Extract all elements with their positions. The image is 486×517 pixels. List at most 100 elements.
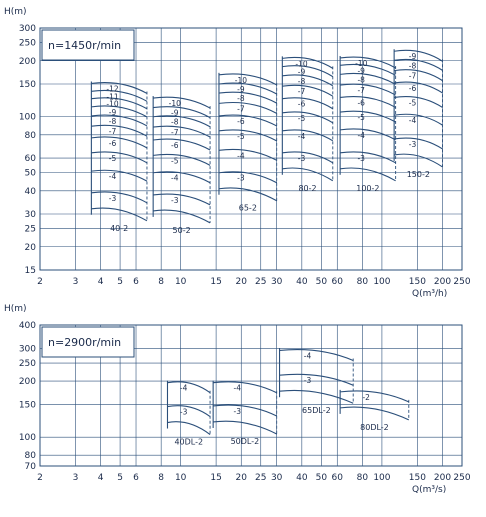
- x-axis-label: Q(m³/s): [412, 485, 446, 495]
- family-name-label: 80DL-2: [360, 423, 389, 432]
- pump-family: -2 80DL-2: [339, 389, 410, 432]
- stage-curve: [218, 73, 277, 86]
- stage-label: -11: [106, 92, 118, 101]
- x-tick-label: 250: [453, 277, 470, 287]
- speed-label-box: [41, 29, 135, 61]
- stage-label: -8: [171, 118, 179, 127]
- stage-curve: [340, 83, 396, 96]
- y-tick-label: 60: [25, 154, 37, 164]
- pump-family: -3 -4 -5 -6 -7-8-9-10 50-2: [152, 96, 211, 235]
- stage-label: -4: [171, 174, 179, 183]
- stage-curve: [218, 114, 277, 127]
- stage-curve: [91, 136, 148, 149]
- speed-label: n=1450r/min: [48, 39, 121, 52]
- stage-curve: [153, 138, 211, 151]
- stage-curve: [91, 97, 148, 110]
- stage-label: -8: [109, 117, 117, 126]
- speed-label: n=2900r/min: [48, 336, 121, 349]
- stage-curve: [213, 381, 277, 394]
- stage-label: -3: [234, 407, 242, 416]
- stage-curve: [279, 349, 354, 361]
- x-tick-label: 150: [409, 277, 426, 287]
- stage-label: -6: [171, 141, 179, 150]
- stage-curve: [340, 390, 410, 403]
- pump-family: -3 -4 65DL-2: [279, 348, 354, 415]
- x-tick-label: 100: [373, 473, 390, 483]
- stage-curve: [153, 96, 211, 109]
- stage-label: -9: [298, 68, 306, 77]
- x-axis-label: Q(m³/h): [412, 289, 447, 299]
- x-tick-label: 3: [73, 473, 79, 483]
- stage-label: -9: [409, 52, 417, 61]
- stage-curve: [218, 171, 277, 184]
- stage-label: -3: [357, 154, 365, 163]
- stage-curve: [394, 58, 443, 71]
- stage-curve: [153, 171, 211, 184]
- pump-family: -3 -4 -5 -6 -7-8-9-10-11-12 40-2: [90, 81, 148, 233]
- stage-curve: [394, 96, 443, 108]
- stage-label: -4: [304, 351, 312, 360]
- stage-curve: [282, 111, 334, 124]
- x-tick-label: 15: [210, 473, 221, 483]
- stage-label: -7: [357, 86, 365, 95]
- x-tick-label: 40: [296, 473, 308, 483]
- pump-family: -3 -4 40DL-2: [166, 380, 211, 447]
- x-tick-label: 250: [453, 473, 470, 483]
- y-tick-label: 80: [25, 131, 37, 141]
- stage-curve: [340, 56, 396, 69]
- y-tick-label: 300: [19, 344, 36, 354]
- x-tick-label: 6: [133, 277, 139, 287]
- stage-curve: [91, 124, 148, 137]
- family-bottom-curve: [167, 421, 211, 435]
- stage-curve: [153, 115, 211, 128]
- stage-curve: [282, 56, 334, 69]
- stage-curve: [340, 151, 396, 164]
- family-name-label: 100-2: [356, 184, 379, 193]
- stage-label: -2: [362, 393, 370, 402]
- stage-label: -3: [409, 140, 417, 149]
- stage-curve: [340, 110, 396, 123]
- stage-label: -5: [409, 98, 417, 107]
- stage-curve: [279, 373, 354, 386]
- stage-label: -4: [409, 116, 417, 125]
- stage-label: -8: [409, 61, 417, 70]
- stage-curve: [282, 97, 334, 110]
- stage-curve: [153, 125, 211, 138]
- stage-label: -5: [109, 154, 117, 163]
- x-tick-label: 60: [332, 277, 344, 287]
- stage-label: -7: [109, 127, 117, 136]
- x-tick-label: 200: [434, 473, 451, 483]
- x-tick-label: 10: [175, 473, 187, 483]
- stage-label: -7: [237, 104, 245, 113]
- x-tick-label: 2: [37, 277, 43, 287]
- y-tick-label: 100: [19, 113, 36, 123]
- x-tick-label: 6: [133, 473, 139, 483]
- stage-label: -4: [180, 384, 188, 393]
- chart-2900rpm: 2 3 4 5 6 8 10 15 20 25 30 40 50 60 80 100 150 200 2507080…: [4, 304, 471, 495]
- stage-label: -4: [237, 151, 245, 160]
- stage-label: -9: [357, 66, 365, 75]
- y-tick-label: 30: [25, 210, 37, 220]
- x-tick-label: 5: [117, 473, 123, 483]
- x-tick-label: 10: [175, 277, 187, 287]
- stage-label: -4: [109, 172, 117, 181]
- stage-label: -6: [409, 84, 417, 93]
- y-tick-label: 200: [19, 57, 36, 67]
- x-tick-label: 25: [255, 277, 266, 287]
- y-tick-label: 200: [19, 377, 36, 387]
- y-tick-label: 70: [25, 462, 37, 472]
- y-tick-label: 25: [25, 225, 36, 235]
- stage-curve: [91, 169, 148, 182]
- family-bottom-curve: [218, 187, 277, 202]
- family-bottom-curve: [340, 406, 410, 421]
- stage-curve: [91, 191, 148, 204]
- stage-curve: [340, 96, 396, 108]
- x-tick-label: 8: [158, 473, 164, 483]
- stage-curve: [91, 89, 148, 102]
- x-tick-label: 8: [158, 277, 164, 287]
- stage-curve: [91, 82, 148, 94]
- y-tick-label: 400: [19, 321, 36, 331]
- stage-label: -4: [357, 131, 365, 140]
- stage-label: -6: [109, 139, 117, 148]
